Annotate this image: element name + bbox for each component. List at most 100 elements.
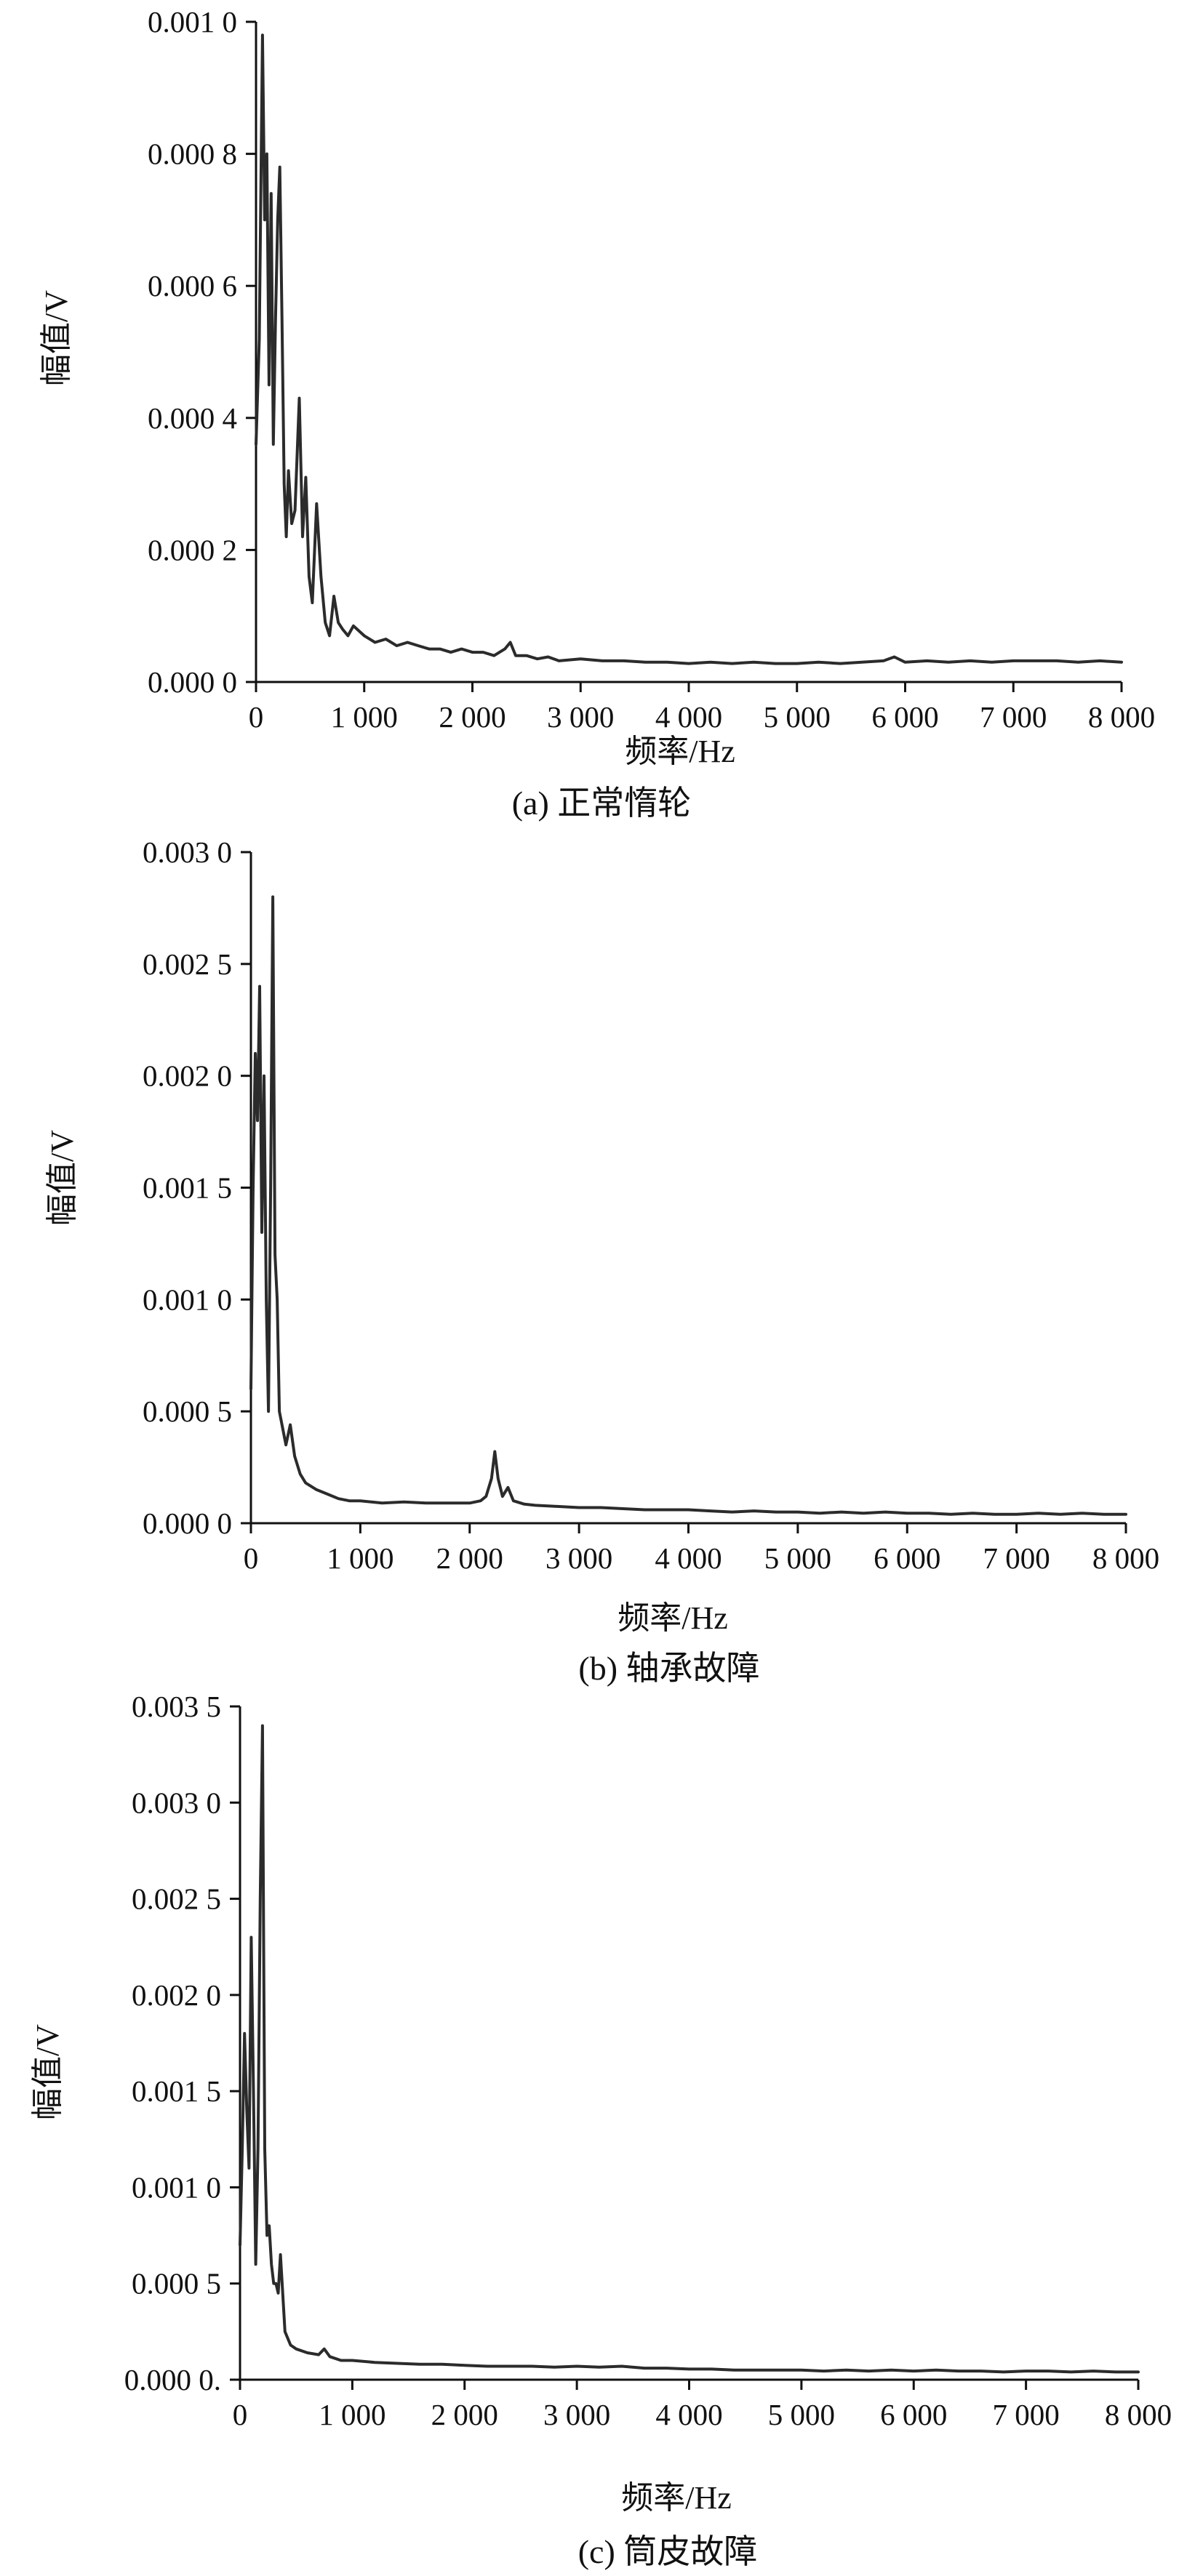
data-point — [501, 1495, 504, 1498]
data-point — [947, 661, 950, 664]
data-point — [579, 657, 582, 660]
data-point — [323, 2348, 326, 2351]
data-point — [509, 641, 512, 644]
data-point — [1077, 661, 1080, 664]
data-point — [991, 661, 994, 664]
data-point — [1114, 2370, 1117, 2373]
data-point — [255, 443, 257, 446]
data-point — [261, 1725, 264, 1728]
data-point — [449, 651, 452, 654]
data-point — [395, 644, 398, 647]
data-point — [254, 1052, 257, 1055]
data-point — [396, 2362, 399, 2365]
data-point — [882, 659, 885, 662]
data-point — [328, 634, 331, 637]
x-tick-label: 6 000 — [880, 2398, 947, 2431]
x-tick-label: 3 000 — [545, 1541, 612, 1575]
data-point — [447, 1501, 449, 1504]
data-point — [731, 1511, 734, 1514]
data-point — [868, 2370, 871, 2372]
y-tick-label: 0.002 5 — [132, 1882, 221, 1916]
x-tick-label: 5 000 — [768, 2398, 835, 2431]
x-tick-label: 7 000 — [993, 2398, 1060, 2431]
data-point — [287, 469, 290, 472]
data-point — [359, 1499, 361, 1502]
y-axis-title: 幅值/V — [30, 2024, 65, 2120]
data-point — [274, 318, 277, 321]
data-point — [1124, 1513, 1127, 1516]
data-point — [862, 1512, 865, 1514]
figure-caption: (c) 筒皮故障 — [578, 2533, 758, 2570]
data-point — [1103, 1513, 1106, 1516]
data-point — [547, 656, 550, 659]
data-point — [284, 1443, 287, 1446]
data-point — [311, 601, 313, 604]
x-tick-label: 5 000 — [764, 700, 831, 734]
data-point — [272, 443, 275, 446]
figure-caption: (a) 正常惰轮 — [512, 785, 692, 822]
y-tick-label: 0.003 5 — [132, 1690, 221, 1723]
y-tick-label: 0.000 4 — [148, 401, 237, 435]
data-point — [906, 1512, 908, 1514]
x-tick-label: 6 000 — [874, 1541, 940, 1575]
x-tick-label: 3 000 — [543, 2398, 610, 2431]
data-point — [332, 595, 335, 598]
figure-c: (c) 筒皮故障 频率/Hz 幅值/V 0.000 0. 0.000 5 0.001… — [0, 1690, 1203, 2576]
data-point — [644, 661, 647, 664]
data-point — [643, 2367, 646, 2370]
data-point — [687, 1509, 690, 1512]
data-point — [755, 2369, 758, 2372]
data-point — [295, 2348, 297, 2351]
data-point — [890, 2369, 892, 2372]
x-tick-label: 8 000 — [1105, 2398, 1172, 2431]
data-point — [687, 662, 690, 665]
spectrum-chart-b: (b) 轴承故障 频率/Hz 幅值/V 0.000 0 0.000 5 0.001 … — [44, 835, 1159, 1687]
y-tick-label: 0.002 5 — [143, 947, 232, 981]
data-point — [935, 2369, 938, 2372]
data-point — [425, 1501, 428, 1504]
data-point — [351, 2359, 353, 2362]
data-point — [860, 661, 863, 664]
data-point — [279, 166, 281, 169]
data-point — [709, 1509, 712, 1512]
data-point — [1098, 659, 1101, 662]
data-point — [348, 1499, 351, 1502]
data-point — [277, 2292, 280, 2295]
data-point — [957, 2370, 960, 2372]
data-point — [620, 2365, 623, 2368]
x-tick-label: 0 — [233, 2398, 248, 2431]
data-point — [490, 1477, 493, 1480]
data-point — [278, 1410, 281, 1413]
data-point — [441, 2363, 444, 2366]
x-tick-label: 8 000 — [1092, 1541, 1159, 1575]
data-point — [492, 654, 495, 657]
data-point — [306, 2351, 309, 2354]
data-point — [326, 1493, 329, 1496]
data-point — [265, 1298, 268, 1301]
data-point — [261, 33, 264, 36]
data-point — [281, 318, 284, 321]
data-point — [381, 1501, 384, 1504]
data-point — [1081, 1512, 1084, 1514]
data-point — [274, 2282, 277, 2285]
data-point — [243, 2032, 246, 2035]
data-point — [1025, 2370, 1028, 2372]
data-point — [263, 218, 266, 221]
data-point — [241, 2148, 244, 2151]
spectrum-line — [249, 895, 1127, 1516]
y-tick-label: 0.001 0 — [132, 2170, 221, 2204]
data-point — [270, 2263, 273, 2266]
data-point — [279, 2253, 282, 2256]
data-point — [304, 1482, 307, 1485]
data-point — [1047, 2370, 1050, 2372]
data-point — [239, 2244, 241, 2247]
data-point — [818, 661, 820, 664]
data-point — [796, 1511, 799, 1514]
data-point — [912, 2370, 915, 2372]
data-point — [257, 2148, 260, 2151]
x-axis-title: 频率/Hz — [618, 1600, 728, 1636]
data-point — [271, 896, 274, 899]
x-tick-label: 0 — [244, 1541, 259, 1575]
data-point — [980, 2370, 983, 2372]
data-point — [265, 153, 268, 156]
